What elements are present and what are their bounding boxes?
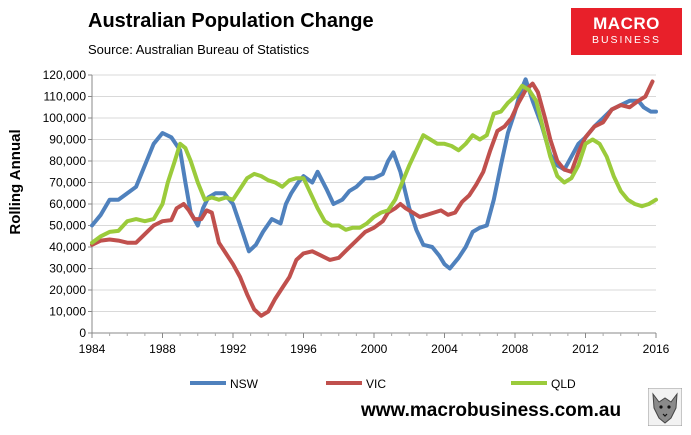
x-tick-label: 1984 — [79, 342, 106, 356]
x-tick-label: 2000 — [361, 342, 388, 356]
series-line-vic — [90, 79, 655, 318]
wolf-mascot-icon — [648, 388, 682, 426]
x-tick-label: 2012 — [572, 342, 599, 356]
website-url: www.macrobusiness.com.au — [361, 400, 622, 421]
y-tick-label: 80,000 — [49, 154, 86, 168]
series-line-nsw — [90, 77, 658, 271]
x-tick-label: 2016 — [643, 342, 670, 356]
x-tick-label: 2004 — [431, 342, 458, 356]
x-tick-label: 2008 — [502, 342, 529, 356]
logo-line-macro: MACRO — [593, 14, 660, 33]
y-tick-label: 30,000 — [49, 262, 86, 276]
logo-line-business: BUSINESS — [591, 34, 662, 46]
chart-series — [90, 77, 658, 318]
y-tick-label: 50,000 — [49, 219, 86, 233]
macrobusiness-logo: MACRO BUSINESS — [571, 8, 682, 55]
x-axis-ticks: 1984 1988 1992 1996 2000 2004 2008 2012 2016 — [79, 333, 670, 356]
y-tick-label: 60,000 — [49, 197, 86, 211]
y-tick-label: 70,000 — [49, 176, 86, 190]
y-tick-label: 120,000 — [43, 68, 87, 82]
y-tick-label: 20,000 — [49, 283, 86, 297]
x-tick-label: 1992 — [220, 342, 247, 356]
legend-label-vic: VIC — [366, 377, 386, 391]
legend-label-nsw: NSW — [230, 377, 259, 391]
y-tick-label: 10,000 — [49, 305, 86, 319]
y-tick-label: 0 — [79, 326, 86, 340]
y-tick-label: 110,000 — [44, 90, 87, 104]
series-line-qld — [90, 83, 658, 245]
legend-label-qld: QLD — [551, 377, 576, 391]
y-axis-label: Rolling Annual — [7, 129, 24, 234]
y-tick-label: 100,000 — [43, 111, 87, 125]
y-tick-label: 90,000 — [49, 133, 86, 147]
x-tick-label: 1996 — [290, 342, 317, 356]
y-tick-label: 40,000 — [49, 240, 86, 254]
chart-gridlines — [92, 74, 656, 312]
y-axis-ticks: 0 10,000 20,000 30,000 40,000 50,000 60,000 70,… — [43, 68, 92, 340]
x-tick-label: 1988 — [149, 342, 176, 356]
chart-title: Australian Population Change — [88, 10, 374, 32]
chart-legend: NSW VIC QLD — [190, 377, 576, 391]
chart-source: Source: Australian Bureau of Statistics — [88, 42, 310, 57]
